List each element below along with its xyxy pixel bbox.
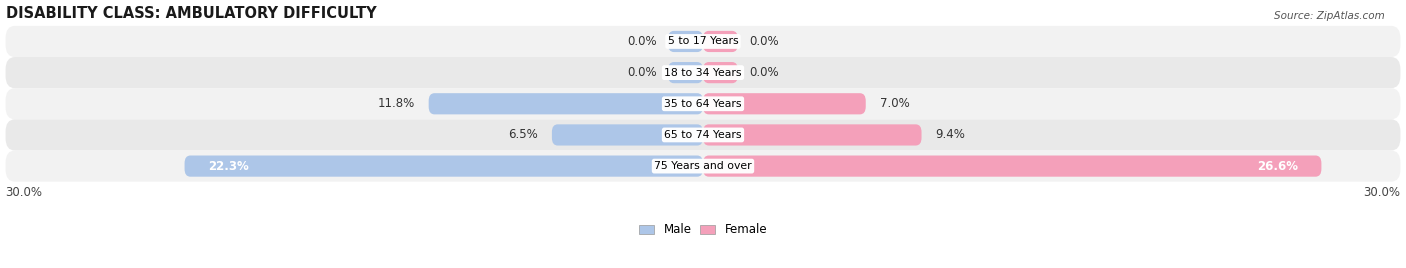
FancyBboxPatch shape [6, 151, 1400, 182]
Text: 22.3%: 22.3% [208, 160, 249, 173]
FancyBboxPatch shape [429, 93, 703, 114]
FancyBboxPatch shape [6, 119, 1400, 151]
FancyBboxPatch shape [6, 57, 1400, 88]
FancyBboxPatch shape [703, 62, 738, 83]
Text: 5 to 17 Years: 5 to 17 Years [668, 36, 738, 46]
FancyBboxPatch shape [553, 124, 703, 146]
Text: 30.0%: 30.0% [1364, 186, 1400, 199]
Text: 0.0%: 0.0% [627, 66, 657, 79]
Text: 26.6%: 26.6% [1257, 160, 1298, 173]
Text: 0.0%: 0.0% [749, 35, 779, 48]
FancyBboxPatch shape [703, 155, 1322, 177]
Text: 35 to 64 Years: 35 to 64 Years [664, 99, 742, 109]
Text: DISABILITY CLASS: AMBULATORY DIFFICULTY: DISABILITY CLASS: AMBULATORY DIFFICULTY [6, 6, 377, 21]
FancyBboxPatch shape [703, 124, 921, 146]
FancyBboxPatch shape [6, 88, 1400, 119]
Text: 30.0%: 30.0% [6, 186, 42, 199]
Legend: Male, Female: Male, Female [634, 219, 772, 241]
FancyBboxPatch shape [668, 62, 703, 83]
Text: 18 to 34 Years: 18 to 34 Years [664, 68, 742, 78]
FancyBboxPatch shape [703, 93, 866, 114]
Text: 0.0%: 0.0% [749, 66, 779, 79]
Text: 11.8%: 11.8% [377, 97, 415, 110]
Text: Source: ZipAtlas.com: Source: ZipAtlas.com [1274, 11, 1385, 21]
FancyBboxPatch shape [703, 31, 738, 52]
Text: 9.4%: 9.4% [935, 128, 966, 142]
FancyBboxPatch shape [184, 155, 703, 177]
Text: 65 to 74 Years: 65 to 74 Years [664, 130, 742, 140]
Text: 7.0%: 7.0% [880, 97, 910, 110]
Text: 75 Years and over: 75 Years and over [654, 161, 752, 171]
FancyBboxPatch shape [668, 31, 703, 52]
FancyBboxPatch shape [6, 26, 1400, 57]
Text: 0.0%: 0.0% [627, 35, 657, 48]
Text: 6.5%: 6.5% [508, 128, 538, 142]
